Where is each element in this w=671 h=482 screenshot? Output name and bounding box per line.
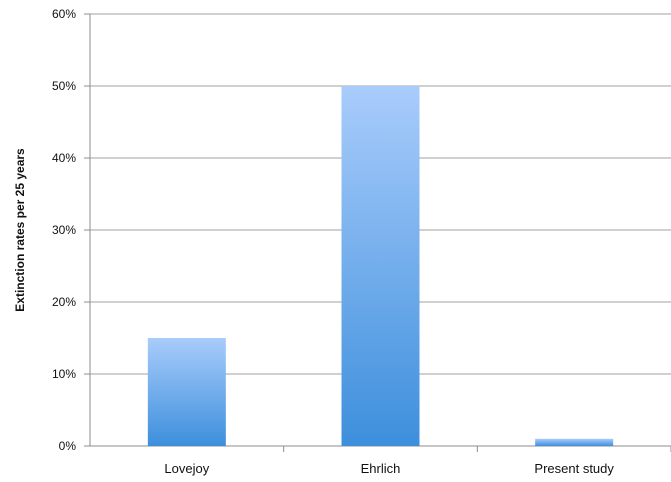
x-tick-label: Lovejoy — [164, 461, 209, 476]
bar-present-study — [535, 438, 614, 446]
y-tick-label: 10% — [52, 367, 76, 381]
y-tick-label: 50% — [52, 79, 76, 93]
x-tick-label: Present study — [534, 461, 614, 476]
x-tick-label: Ehrlich — [361, 461, 401, 476]
bars — [147, 86, 614, 446]
y-tick-labels: 0% 10% 20% 30% 40% 50% 60% — [52, 7, 76, 453]
y-tick-label: 30% — [52, 223, 76, 237]
y-axis-title: Extinction rates per 25 years — [13, 148, 27, 312]
y-tick-label: 60% — [52, 7, 76, 21]
bar-lovejoy — [147, 338, 226, 446]
bar-ehrlich — [341, 86, 420, 446]
x-tick-labels: Lovejoy Ehrlich Present study — [164, 461, 614, 476]
y-tick-label: 0% — [59, 439, 77, 453]
y-tick-label: 20% — [52, 295, 76, 309]
y-tick-label: 40% — [52, 151, 76, 165]
